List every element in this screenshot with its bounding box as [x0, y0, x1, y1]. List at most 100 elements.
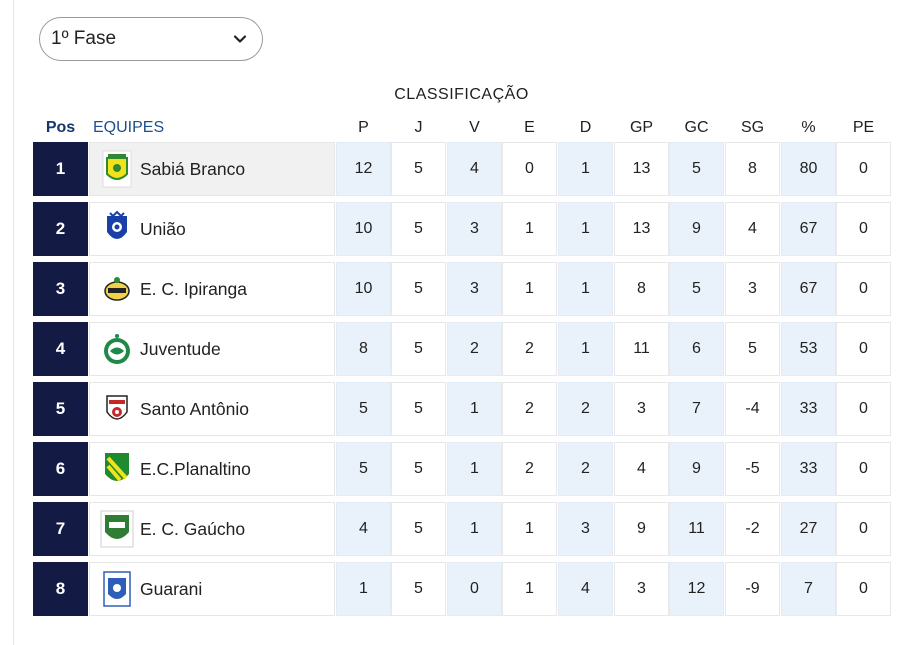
team-cell[interactable]: E. C. Ipiranga: [89, 262, 335, 316]
stat-percentage: 7: [781, 562, 836, 616]
stat-goals-for: 13: [614, 142, 669, 196]
position-cell: 7: [33, 502, 88, 556]
stat-games: 5: [391, 262, 446, 316]
team-cell[interactable]: E. C. Gaúcho: [89, 502, 335, 556]
position-cell: 3: [33, 262, 88, 316]
stat-goal-difference: 4: [725, 202, 780, 256]
header-losses: D: [579, 119, 592, 136]
stat-goal-difference: -4: [725, 382, 780, 436]
position-cell: 2: [33, 202, 88, 256]
stat-games: 5: [391, 322, 446, 376]
team-cell[interactable]: Juventude: [89, 322, 335, 376]
stat-wins: 1: [447, 382, 502, 436]
juventude-crest-icon: [100, 329, 134, 369]
team-name: Sabiá Branco: [140, 158, 246, 179]
stat-draws: 2: [502, 442, 557, 496]
stat-percentage: 33: [781, 442, 836, 496]
team-cell[interactable]: Sabiá Branco: [89, 142, 335, 196]
table-row: 4 Juventude 8 5 2 2 1 11 6 5 53 0: [33, 322, 891, 376]
team-name: Santo Antônio: [140, 398, 249, 419]
stat-pending: 0: [836, 442, 891, 496]
stat-points: 10: [336, 262, 391, 316]
stat-games: 5: [391, 442, 446, 496]
header-goals-for: GP: [629, 119, 654, 136]
stat-goals-for: 13: [614, 202, 669, 256]
stat-games: 5: [391, 142, 446, 196]
stat-percentage: 33: [781, 382, 836, 436]
stat-losses: 2: [558, 382, 613, 436]
stat-goal-difference: 8: [725, 142, 780, 196]
stat-points: 5: [336, 442, 391, 496]
table-row: 5 Santo Antônio 5 5 1 2 2 3 7 -4 33 0: [33, 382, 891, 436]
planaltino-crest-icon: [100, 449, 134, 489]
header-team: EQUIPES: [93, 119, 165, 136]
stat-points: 5: [336, 382, 391, 436]
stat-wins: 2: [447, 322, 502, 376]
stat-wins: 0: [447, 562, 502, 616]
table-row: 3 E. C. Ipiranga 10 5 3 1 1 8 5 3 67 0: [33, 262, 891, 316]
header-points: P: [358, 119, 369, 136]
stat-points: 1: [336, 562, 391, 616]
stat-goals-against: 5: [669, 262, 724, 316]
position-cell: 5: [33, 382, 88, 436]
stat-draws: 2: [502, 322, 557, 376]
table-row: 1 Sabiá Branco 12 5 4 0 1 13 5 8 80 0: [33, 142, 891, 196]
header-draws: E: [524, 119, 535, 136]
stat-percentage: 27: [781, 502, 836, 556]
chevron-down-icon: [232, 31, 248, 47]
stat-losses: 1: [558, 262, 613, 316]
stat-goals-for: 8: [614, 262, 669, 316]
stat-wins: 4: [447, 142, 502, 196]
stat-wins: 1: [447, 442, 502, 496]
table-row: 7 E. C. Gaúcho 4 5 1 1 3 9 11 -2 27 0: [33, 502, 891, 556]
team-name: E.C.Planaltino: [140, 458, 251, 479]
classification-label: CLASSIFICAÇÃO: [394, 86, 529, 103]
table-row: 6 E.C.Planaltino 5 5 1 2 2 4 9 -5 33 0: [33, 442, 891, 496]
phase-select[interactable]: 1º Fase: [39, 17, 263, 61]
stat-goals-for: 3: [614, 562, 669, 616]
stat-goals-against: 9: [669, 442, 724, 496]
team-cell[interactable]: Santo Antônio: [89, 382, 335, 436]
position-cell: 6: [33, 442, 88, 496]
guarani-crest-icon: [100, 569, 134, 609]
stat-points: 10: [336, 202, 391, 256]
stat-draws: 1: [502, 502, 557, 556]
header-wins: V: [469, 119, 480, 136]
stat-wins: 3: [447, 262, 502, 316]
stat-games: 5: [391, 202, 446, 256]
stat-goal-difference: -2: [725, 502, 780, 556]
stat-losses: 1: [558, 202, 613, 256]
team-name: E. C. Gaúcho: [140, 518, 246, 539]
stat-pending: 0: [836, 562, 891, 616]
stat-games: 5: [391, 562, 446, 616]
header-goal-difference: SG: [740, 119, 765, 136]
position-cell: 8: [33, 562, 88, 616]
stat-goals-for: 9: [614, 502, 669, 556]
stat-losses: 4: [558, 562, 613, 616]
position-cell: 4: [33, 322, 88, 376]
stat-goals-against: 5: [669, 142, 724, 196]
team-name: E. C. Ipiranga: [140, 278, 247, 299]
stat-goal-difference: 5: [725, 322, 780, 376]
stat-pending: 0: [836, 502, 891, 556]
header-games: J: [414, 119, 423, 136]
team-cell[interactable]: Guarani: [89, 562, 335, 616]
stat-losses: 3: [558, 502, 613, 556]
team-cell[interactable]: E.C.Planaltino: [89, 442, 335, 496]
team-cell[interactable]: União: [89, 202, 335, 256]
stat-goals-against: 11: [669, 502, 724, 556]
header-goals-against: GC: [684, 119, 709, 136]
stat-goals-against: 12: [669, 562, 724, 616]
team-name: Juventude: [140, 338, 221, 359]
header-percentage: %: [801, 119, 816, 136]
stat-percentage: 53: [781, 322, 836, 376]
stat-pending: 0: [836, 322, 891, 376]
stat-draws: 0: [502, 142, 557, 196]
santo-antonio-crest-icon: [100, 389, 134, 429]
stat-percentage: 67: [781, 202, 836, 256]
stat-draws: 1: [502, 262, 557, 316]
table-row: 8 Guarani 1 5 0 1 4 3 12 -9 7 0: [33, 562, 891, 616]
stat-pending: 0: [836, 202, 891, 256]
stat-goals-against: 9: [669, 202, 724, 256]
left-divider: [13, 0, 14, 645]
